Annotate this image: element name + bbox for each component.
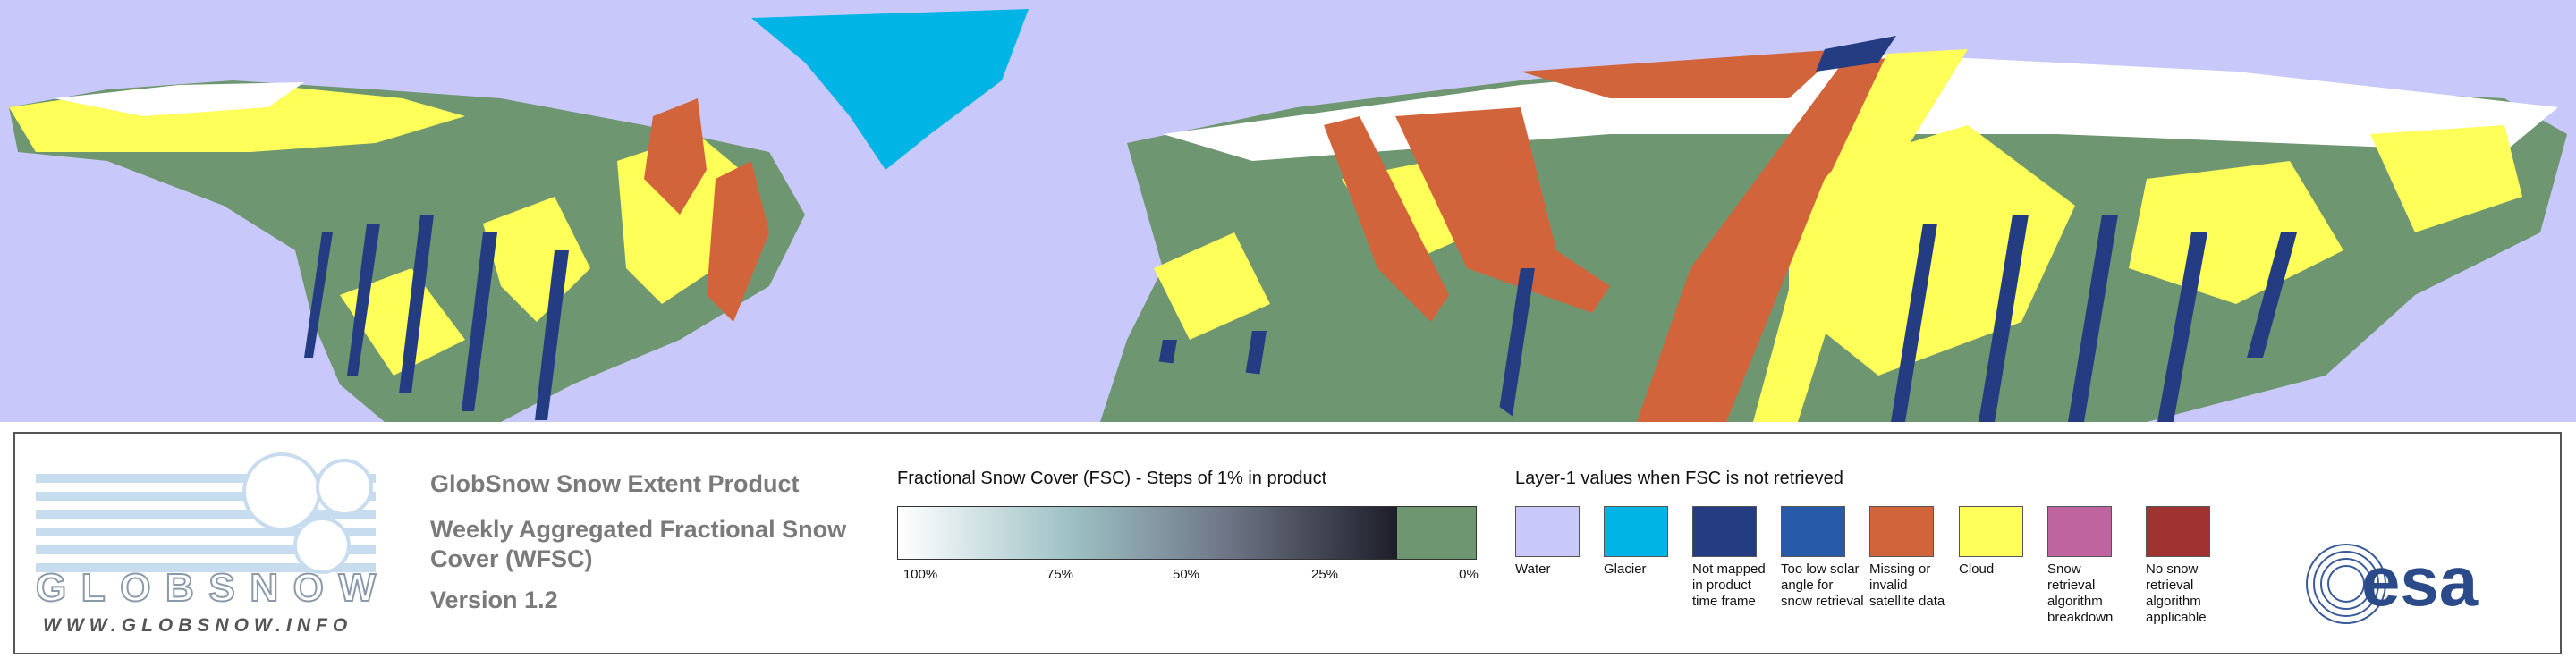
- esa-logo: esa: [2306, 542, 2479, 624]
- fsc-color-bar: [897, 506, 1477, 560]
- class-swatch: [1869, 506, 1934, 557]
- legend-panel: [13, 432, 2562, 654]
- fsc-scale-title: Fractional Snow Cover (FSC) - Steps of 1…: [897, 469, 1327, 488]
- class-label: Not mapped in product time frame: [1692, 561, 1766, 609]
- fsc-tick-label: 75%: [1046, 567, 1074, 582]
- class-label: Too low solar angle for snow retrieval: [1781, 561, 1864, 609]
- class-label: Glacier: [1604, 561, 1647, 577]
- fsc-tick-label: 25%: [1310, 567, 1339, 582]
- class-swatch: [1604, 506, 1668, 557]
- class-swatch: [1781, 506, 1845, 557]
- esa-text: esa: [2361, 542, 2479, 621]
- class-label: Water: [1515, 561, 1551, 577]
- logo-url: WWW.GLOBSNOW.INFO: [43, 615, 352, 636]
- globsnow-logo: GLOBSNOW WWW.GLOBSNOW.INFO: [36, 452, 377, 636]
- class-label: No snow retrieval algorithm applicable: [2146, 561, 2207, 625]
- class-swatch: [1515, 506, 1580, 557]
- fsc-tick-label: 0%: [1459, 567, 1479, 582]
- class-label: Snow retrieval algorithm breakdown: [2047, 561, 2114, 625]
- fsc-tick-label: 100%: [902, 567, 938, 582]
- class-label: Missing or invalid satellite data: [1869, 561, 1945, 609]
- product-name: GlobSnow Snow Extent Product: [430, 470, 800, 497]
- class-swatch: [1959, 506, 2023, 557]
- product-title: Weekly Aggregated Fractional Snow Cover …: [430, 516, 847, 572]
- layer1-title: Layer-1 values when FSC is not retrieved: [1515, 469, 1843, 488]
- class-label: Cloud: [1959, 561, 1995, 577]
- product-version: Version 1.2: [430, 587, 558, 613]
- fsc-tick-label: 50%: [1172, 567, 1200, 582]
- class-swatch: [1692, 506, 1757, 557]
- class-swatch: [2146, 506, 2210, 557]
- map: [0, 0, 2576, 422]
- class-swatch: [2047, 506, 2112, 557]
